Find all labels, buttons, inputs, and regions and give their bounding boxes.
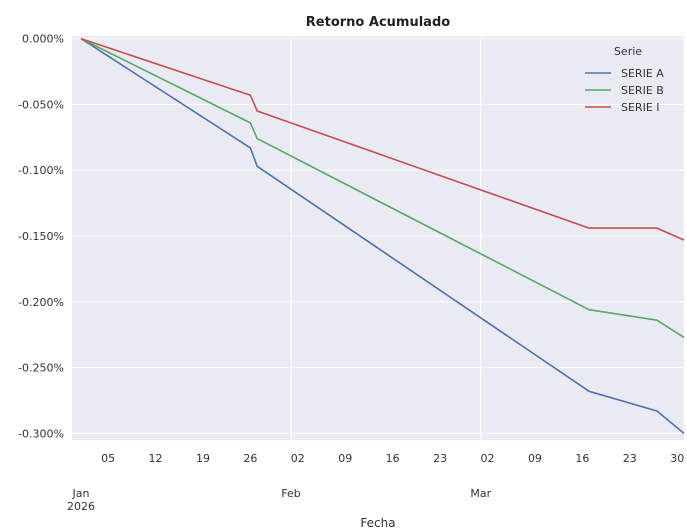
legend: Serie SERIE A SERIE B SERIE I (585, 45, 664, 114)
x-tick-label: 23 (433, 452, 447, 465)
x-tick-label: 09 (528, 452, 542, 465)
x-axis-ticks: Jan 2026 05 12 19 26 Feb 02 09 16 23 Mar 02 09 16 23 30 (67, 452, 684, 513)
y-tick-label: -0.050% (18, 98, 64, 111)
y-tick-label: -0.300% (18, 427, 64, 440)
series-line (80, 37, 685, 435)
legend-label: SERIE I (621, 101, 660, 114)
y-tick-label: -0.250% (18, 362, 64, 375)
series-lines (80, 37, 685, 435)
x-tick-label: 23 (623, 452, 637, 465)
x-tick-label: 02 (481, 452, 495, 465)
x-tick-label: 30 (670, 452, 684, 465)
x-tick-label: 05 (101, 452, 115, 465)
grid-lines (72, 36, 684, 440)
series-line (80, 37, 685, 339)
x-tick-label: Jan 2026 (67, 487, 95, 513)
x-tick-label: 02 (291, 452, 305, 465)
legend-label: SERIE B (621, 84, 664, 97)
y-axis-ticks: 0.000% -0.050% -0.100% -0.150% -0.200% -0.250… (18, 33, 64, 441)
y-tick-label: -0.150% (18, 230, 64, 243)
legend-label: SERIE A (621, 67, 664, 80)
x-axis-title: Fecha (360, 516, 395, 530)
x-tick-label: Feb (281, 487, 300, 500)
x-tick-label: 26 (243, 452, 257, 465)
x-tick-label: 16 (575, 452, 589, 465)
y-tick-label: -0.200% (18, 296, 64, 309)
x-tick-label: 12 (149, 452, 163, 465)
x-tick-label: Mar (470, 487, 491, 500)
x-tick-label: 19 (196, 452, 210, 465)
chart-title: Retorno Acumulado (306, 15, 450, 30)
x-tick-label: 09 (338, 452, 352, 465)
plot-area (72, 36, 684, 440)
x-tick-label: 16 (386, 452, 400, 465)
y-tick-label: -0.100% (18, 164, 64, 177)
legend-title: Serie (614, 45, 642, 58)
series-line (80, 37, 685, 241)
y-tick-label: 0.000% (22, 33, 64, 46)
